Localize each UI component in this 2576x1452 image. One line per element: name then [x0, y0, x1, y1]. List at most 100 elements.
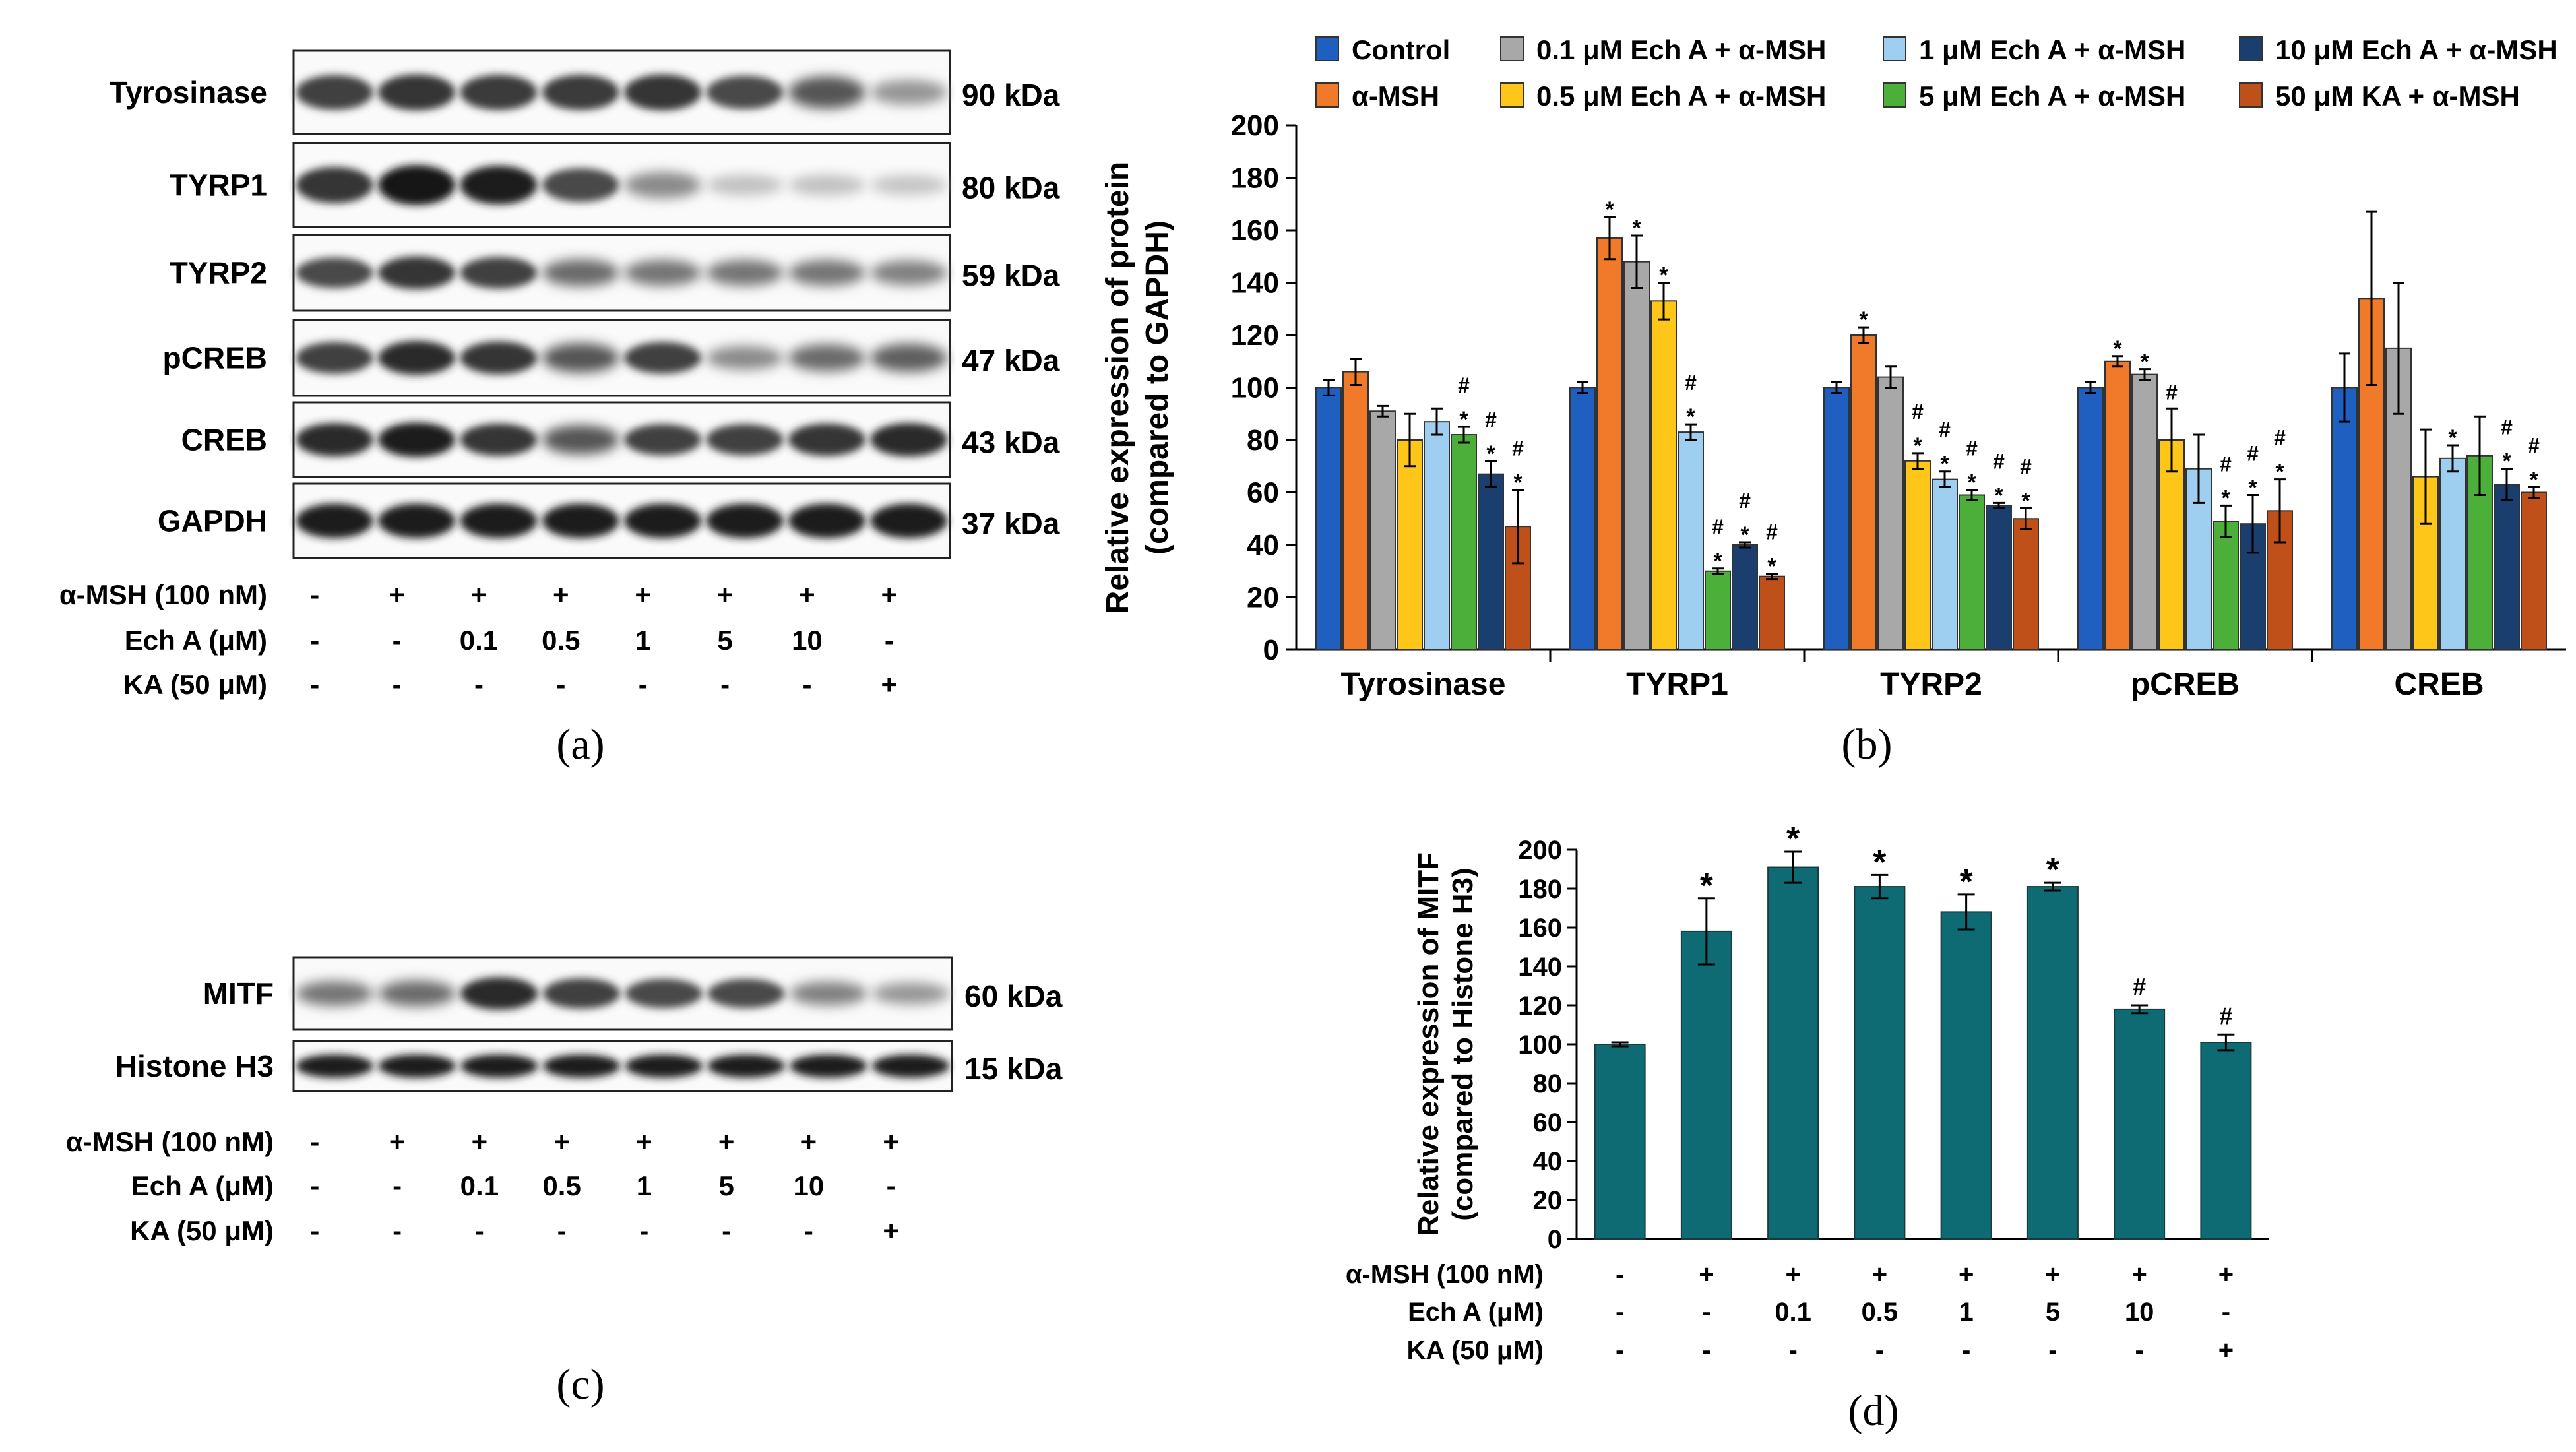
- y-axis-label-line2: (compared to GAPDH): [1140, 220, 1175, 555]
- treatment-value-msh-100-nm-1: -: [310, 1126, 319, 1157]
- treatment-value-msh-100-nm-1: -: [310, 579, 319, 610]
- star-tyrp1-10-m-ech-a-msh: *: [1740, 522, 1749, 548]
- treatment-value-msh-100-nm-8: +: [881, 579, 898, 610]
- bar-creb-50-m-ka-msh: [2521, 491, 2547, 650]
- y-axis-label-line2: (compared to Histone H3): [1447, 868, 1479, 1220]
- star-creb-50-m-ka-msh: *: [2529, 468, 2538, 493]
- treatment-value-msh-100-nm-7: +: [2131, 1260, 2147, 1289]
- category-label-pcreb: pCREB: [2131, 667, 2240, 702]
- hash-tyrp1-1-m-ech-a-msh: #: [1685, 371, 1697, 395]
- band-gapdh-lane-8: [870, 503, 948, 538]
- y-tick-label-40: 40: [1533, 1147, 1563, 1176]
- y-tick-label-140: 140: [1231, 267, 1279, 300]
- hash-tyrp2-5-m-ech-a-msh: #: [1966, 437, 1978, 460]
- kda-label-mitf: 60 kDa: [964, 979, 1063, 1013]
- treatment-value-ka-50-m-4: -: [556, 669, 565, 700]
- treatment-value-msh-100-nm-4: +: [553, 579, 569, 610]
- band-mitf-lane-2: [378, 980, 456, 1007]
- treatment-value-ech-a-m-6: 5: [2046, 1298, 2060, 1327]
- treatment-label-ech-a-m: Ech A (μM): [1408, 1298, 1544, 1327]
- band-tyrp2-lane-2: [378, 256, 456, 290]
- band-tyrp1-lane-4: [542, 168, 619, 203]
- treatment-value-ka-50-m-4: -: [557, 1215, 567, 1246]
- bar-pcreb-msh: [2104, 360, 2131, 650]
- treatment-value-ka-50-m-3: -: [1788, 1336, 1797, 1365]
- band-gapdh-lane-7: [788, 503, 865, 538]
- y-tick-label-200: 200: [1518, 836, 1562, 865]
- band-tyrp1-lane-3: [460, 165, 538, 205]
- hash-pcreb-10-m-ech-a-msh: #: [2247, 441, 2259, 465]
- bar-creb-control: [2331, 387, 2358, 650]
- band-tyrp2-lane-1: [296, 257, 373, 288]
- treatment-value-msh-100-nm-3: +: [472, 1126, 488, 1157]
- star-tyrosinase-10-m-ech-a-msh: *: [1486, 441, 1495, 466]
- bar-pcreb-5-m-ech-a-msh: [2213, 521, 2239, 650]
- band-creb-lane-6: [706, 424, 784, 456]
- band-pcreb-lane-3: [460, 341, 538, 375]
- treatment-value-ech-a-m-5: 1: [635, 625, 650, 656]
- treatment-value-msh-100-nm-8: +: [883, 1126, 899, 1157]
- treatment-value-msh-100-nm-2: +: [1699, 1260, 1714, 1289]
- treatment-value-ka-50-m-1: -: [310, 669, 319, 700]
- band-creb-lane-5: [624, 424, 702, 456]
- y-tick-label-180: 180: [1231, 162, 1279, 195]
- treatment-value-msh-100-nm-7: +: [801, 1126, 817, 1157]
- band-tyrp1-lane-2: [378, 165, 456, 205]
- treatment-value-ech-a-m-7: 10: [794, 1170, 825, 1201]
- star-tyrp2-50-m-ka-msh: *: [2021, 488, 2030, 513]
- treatment-value-ech-a-m-6: 5: [718, 1170, 734, 1201]
- band-tyrp1-lane-7: [788, 175, 865, 195]
- band-mitf-lane-8: [871, 982, 950, 1005]
- bar-tyrp2-50-m-ka-msh: [2013, 518, 2039, 650]
- star-tyrosinase-5-m-ech-a-msh: *: [1459, 407, 1468, 432]
- legend-label-0-1-m-ech-a-msh: 0.1 μM Ech A + α-MSH: [1536, 34, 1826, 65]
- star-creb-10-m-ech-a-msh: *: [2502, 449, 2511, 474]
- bar-tyrp1-1-m-ech-a-msh: [1678, 431, 1704, 650]
- star-tyrp2-5-m-ech-a-msh: *: [1967, 470, 1976, 495]
- legend-label-msh: α-MSH: [1352, 80, 1439, 111]
- treatment-value-msh-100-nm-7: +: [799, 579, 815, 610]
- band-mitf-lane-4: [542, 978, 621, 1009]
- band-tyrp2-lane-8: [870, 260, 948, 286]
- treatment-label-msh-100-nm: α-MSH (100 nM): [66, 1126, 274, 1157]
- band-tyrosinase-lane-8: [870, 80, 948, 105]
- legend-label-control: Control: [1352, 34, 1450, 65]
- treatment-value-ech-a-m-6: 5: [717, 625, 732, 656]
- bar-tyrp1-50-m-ka-msh: [1759, 575, 1785, 651]
- band-tyrp1-lane-6: [706, 175, 784, 195]
- star-lane-5: *: [1960, 863, 1974, 901]
- kda-label-gapdh: 37 kDa: [962, 507, 1060, 541]
- kda-label-tyrp1: 80 kDa: [962, 171, 1060, 205]
- treatment-value-ka-50-m-4: -: [1875, 1336, 1884, 1365]
- legend-swatch-10-m-ech-a-msh: [2239, 36, 2263, 61]
- bar-pcreb-0-1-m-ech-a-msh: [2131, 373, 2158, 650]
- star-pcreb-10-m-ech-a-msh: *: [2248, 475, 2257, 500]
- kda-label-histone-h3: 15 kDa: [964, 1052, 1063, 1086]
- treatment-value-ka-50-m-5: -: [639, 669, 648, 700]
- treatment-value-ka-50-m-7: -: [804, 1215, 813, 1246]
- hash-pcreb-50-m-ka-msh: #: [2274, 426, 2286, 450]
- treatment-value-ech-a-m-2: -: [393, 625, 402, 656]
- treatment-value-ech-a-m-1: -: [310, 1170, 319, 1201]
- band-tyrp1-lane-1: [296, 166, 373, 204]
- y-tick-label-20: 20: [1247, 582, 1279, 614]
- treatment-value-ka-50-m-2: -: [1702, 1336, 1711, 1365]
- y-tick-label-200: 200: [1231, 110, 1279, 142]
- legend-swatch-control: [1315, 36, 1339, 61]
- bar-tyrp2-10-m-ech-a-msh: [1986, 505, 2012, 650]
- y-tick-label-20: 20: [1533, 1186, 1563, 1215]
- band-creb-lane-1: [296, 423, 373, 457]
- treatment-value-msh-100-nm-2: +: [389, 1126, 406, 1157]
- band-tyrp2-lane-4: [542, 259, 619, 287]
- star-tyrp2-msh: *: [1859, 307, 1868, 332]
- legend-label-0-5-m-ech-a-msh: 0.5 μM Ech A + α-MSH: [1536, 80, 1826, 111]
- treatment-value-msh-100-nm-1: -: [1616, 1260, 1624, 1289]
- band-pcreb-lane-8: [870, 343, 948, 373]
- band-tyrosinase-lane-1: [296, 75, 373, 110]
- treatment-label-ka-50-m: KA (50 μM): [1407, 1336, 1544, 1365]
- treatment-value-msh-100-nm-8: +: [2218, 1260, 2234, 1289]
- treatment-value-ka-50-m-8: +: [881, 669, 898, 700]
- y-tick-label-140: 140: [1518, 953, 1562, 982]
- panel-letter: (d): [1848, 1387, 1899, 1435]
